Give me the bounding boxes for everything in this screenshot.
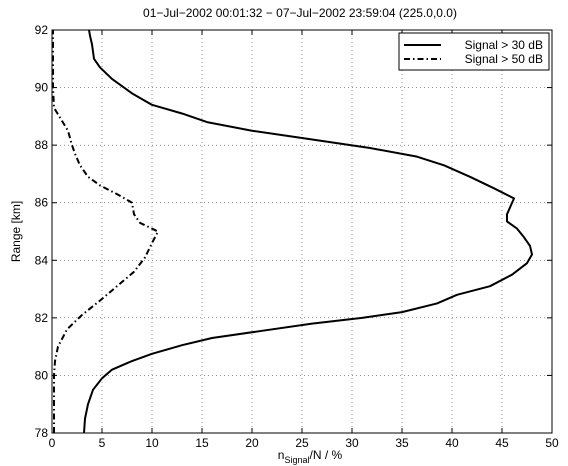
y-tick-label: 82 xyxy=(35,311,49,325)
axis-ticks: 0 5 10 15 20 25 30 35 40 45 50 78 80 82 84 86 88 90 92 xyxy=(35,23,559,450)
x-tick-label: 10 xyxy=(145,436,159,450)
x-tick-label: 20 xyxy=(245,436,259,450)
y-tick-label: 84 xyxy=(35,253,49,267)
y-axis-label: Range [km] xyxy=(9,201,23,262)
x-tick-label: 50 xyxy=(545,436,559,450)
x-axis-label-main: n xyxy=(278,448,285,462)
x-tick-label: 5 xyxy=(99,436,106,450)
x-tick-label: 30 xyxy=(345,436,359,450)
y-tick-label: 80 xyxy=(35,368,49,382)
x-tick-label: 45 xyxy=(495,436,509,450)
x-tick-label: 0 xyxy=(49,436,56,450)
series-line-2 xyxy=(52,30,159,433)
x-tick-label: 40 xyxy=(445,436,459,450)
x-tick-label: 35 xyxy=(395,436,409,450)
y-tick-label: 78 xyxy=(35,426,49,440)
legend-label-2: Signal > 50 dB xyxy=(465,52,543,66)
x-tick-label: 15 xyxy=(195,436,209,450)
y-tick-label: 86 xyxy=(35,196,49,210)
series-line-1 xyxy=(83,29,533,434)
x-axis-label-subscript: Signal xyxy=(284,455,309,465)
x-axis-label: nSignal/N / % xyxy=(278,448,343,465)
y-tick-label: 90 xyxy=(35,81,49,95)
legend-label-1: Signal > 30 dB xyxy=(465,38,543,52)
series-layer xyxy=(52,29,533,434)
x-tick-label: 25 xyxy=(295,436,309,450)
chart-title: 01−Jul−2002 00:01:32 − 07−Jul−2002 23:59… xyxy=(143,6,457,20)
y-tick-label: 92 xyxy=(35,23,49,37)
legend-box xyxy=(398,32,550,71)
x-axis-label-rest: /N / % xyxy=(310,448,343,462)
grid xyxy=(52,30,552,433)
y-tick-label: 88 xyxy=(35,138,49,152)
